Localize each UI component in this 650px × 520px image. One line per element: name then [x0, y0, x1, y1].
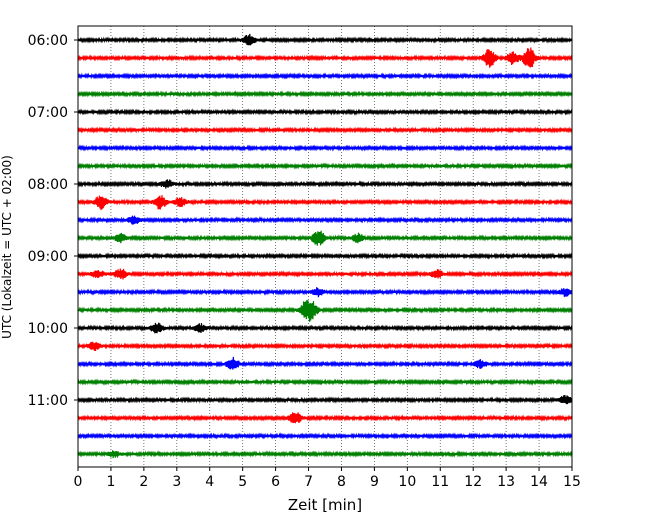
trace-row — [77, 215, 573, 225]
trace-row — [77, 162, 573, 170]
x-tick-label: 2 — [139, 474, 148, 490]
x-tick-label: 13 — [497, 474, 515, 490]
y-tick-label: 08:00 — [28, 177, 68, 193]
trace-row — [77, 72, 573, 80]
trace-row — [77, 47, 573, 68]
x-axis-ticks: 0 1 2 3 4 5 6 7 8 9 10 11 12 13 14 15 — [74, 467, 581, 490]
x-tick-label: 6 — [271, 474, 280, 490]
trace-row — [77, 412, 573, 424]
x-axis-label: Zeit [min] — [288, 496, 362, 514]
x-tick-label: 4 — [205, 474, 214, 490]
y-tick-label: 07:00 — [28, 105, 68, 121]
trace-row — [77, 126, 573, 134]
x-tick-label: 0 — [74, 474, 83, 490]
x-tick-label: 9 — [370, 474, 379, 490]
seismic-traces — [77, 33, 573, 459]
trace-row — [77, 268, 573, 280]
trace-row — [77, 450, 573, 459]
trace-row — [77, 90, 573, 98]
trace-row — [77, 144, 573, 152]
trace-row — [77, 341, 573, 352]
trace-row — [77, 252, 573, 260]
trace-row — [77, 230, 573, 246]
x-tick-label: 10 — [398, 474, 416, 490]
y-axis-ticks: 06:00 07:00 08:00 09:00 10:00 11:00 — [28, 33, 78, 409]
x-tick-label: 5 — [238, 474, 247, 490]
trace-row — [77, 322, 573, 334]
trace-row — [77, 378, 573, 386]
trace-row — [77, 432, 573, 440]
x-tick-label: 11 — [431, 474, 449, 490]
x-tick-label: 12 — [464, 474, 482, 490]
trace-row — [77, 179, 573, 189]
x-tick-label: 15 — [563, 474, 581, 490]
trace-row — [77, 195, 573, 211]
plot-frame — [77, 25, 573, 468]
trace-row — [77, 356, 573, 370]
trace-row — [77, 299, 573, 322]
x-tick-label: 7 — [304, 474, 313, 490]
trace-row — [77, 33, 573, 46]
x-tick-label: 3 — [172, 474, 181, 490]
x-tick-label: 8 — [337, 474, 346, 490]
x-tick-label: 1 — [106, 474, 115, 490]
y-tick-label: 06:00 — [28, 33, 68, 49]
y-tick-label: 10:00 — [28, 321, 68, 337]
y-tick-label: 09:00 — [28, 249, 68, 265]
x-tick-label: 14 — [530, 474, 548, 490]
y-axis-label: UTC (Lokalzeit = UTC + 02:00) — [0, 155, 14, 339]
trace-row — [77, 394, 573, 405]
trace-row — [77, 287, 573, 298]
trace-row — [77, 108, 573, 116]
y-tick-label: 11:00 — [28, 393, 68, 409]
